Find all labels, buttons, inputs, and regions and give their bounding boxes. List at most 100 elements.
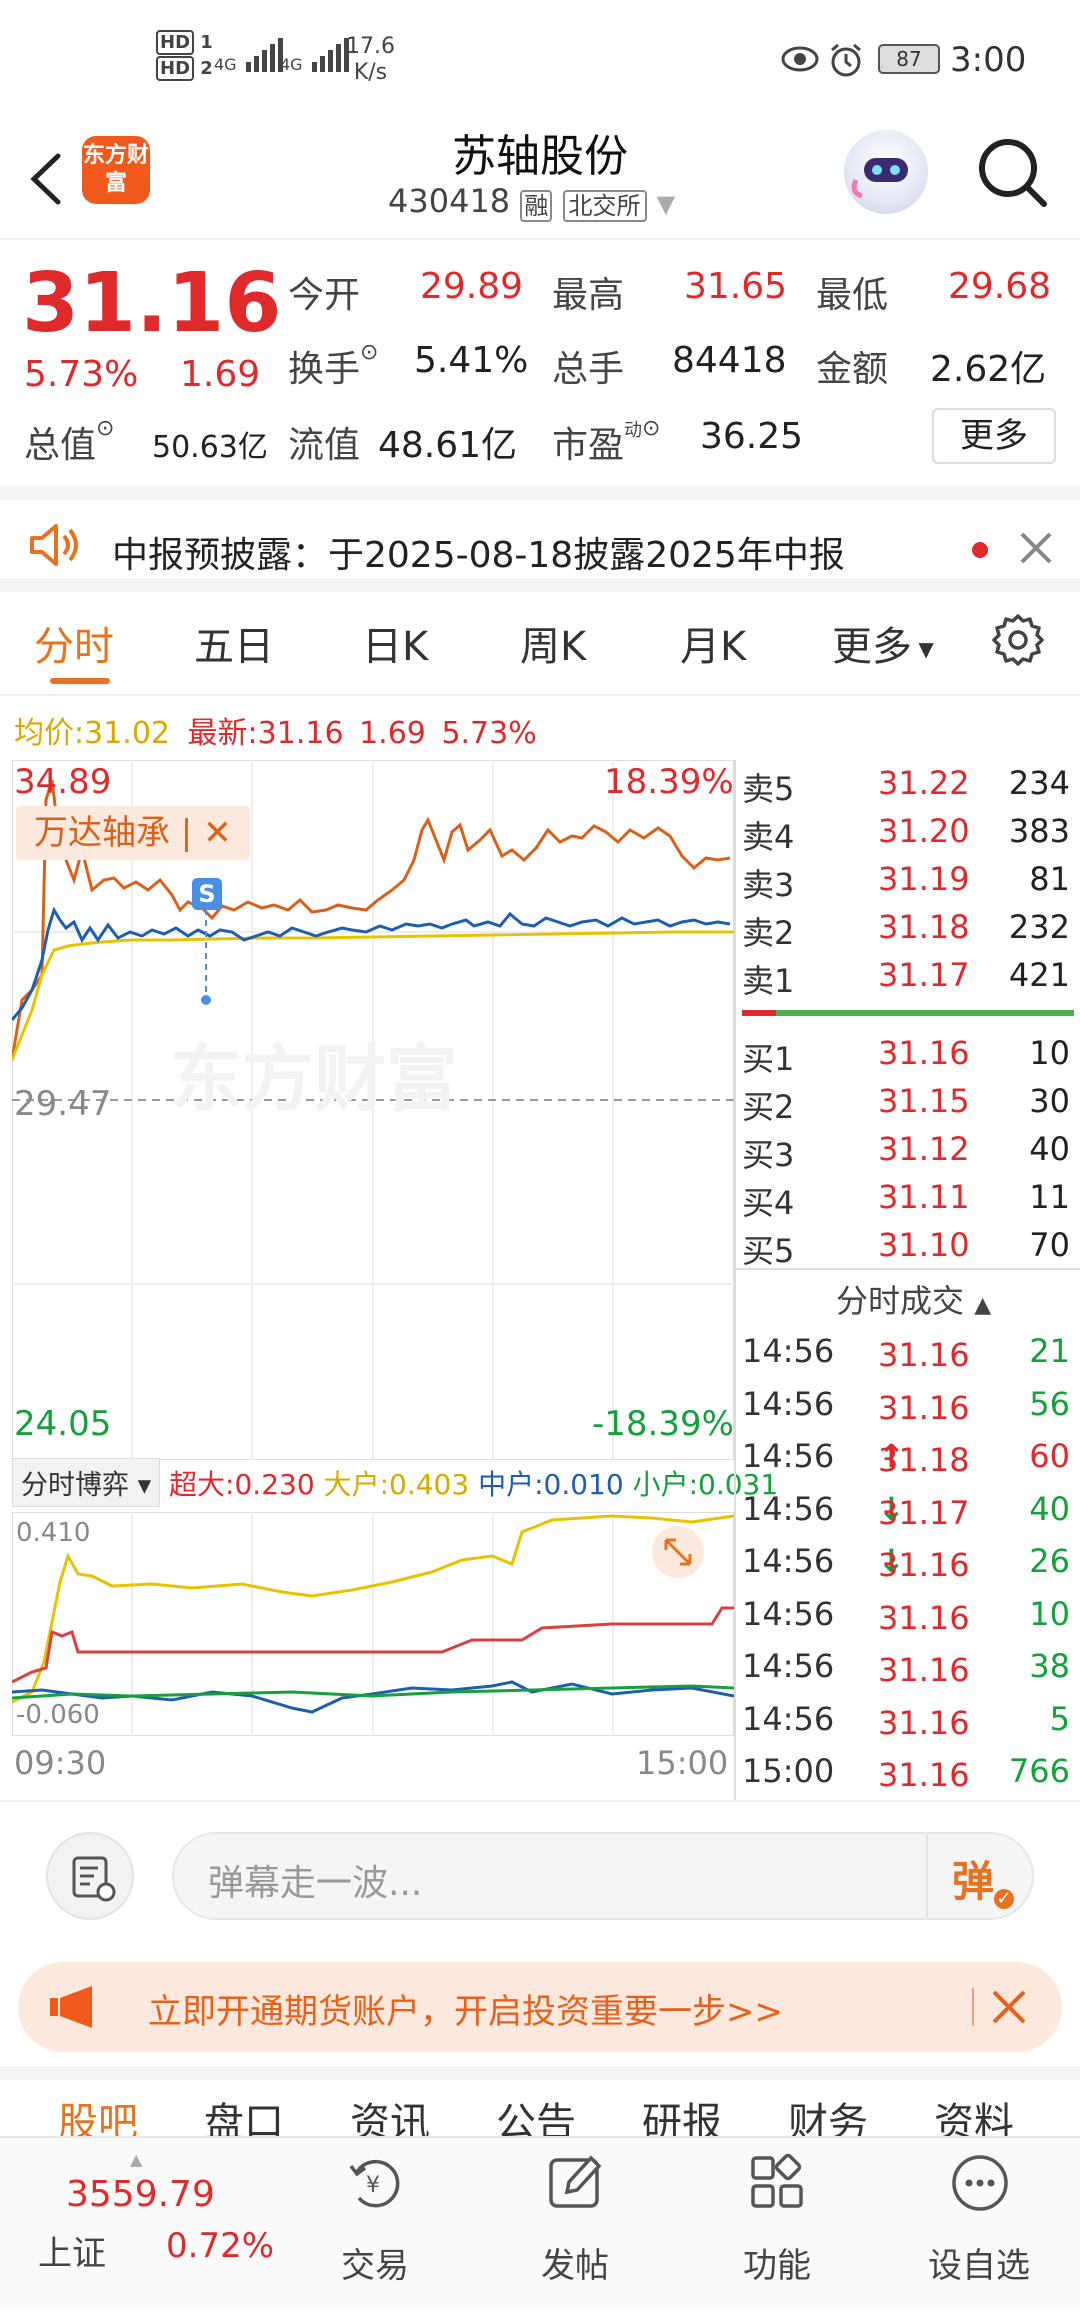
low-label: 最低: [816, 275, 889, 316]
change-pct: 5.73%: [24, 354, 139, 395]
danmu-placeholder: 弹幕走一波...: [208, 1863, 423, 1904]
trades-divider: [736, 1268, 1080, 1270]
pe-value: 36.25: [700, 416, 804, 457]
search-icon[interactable]: [972, 132, 1052, 216]
bid-row: 买4 31.11 11: [740, 1174, 1076, 1222]
back-icon[interactable]: [22, 144, 70, 214]
tab-weekly-k[interactable]: 周K: [520, 624, 587, 670]
ask-label: 卖5: [742, 770, 795, 808]
bid-volume: 70: [1029, 1226, 1070, 1264]
tab-daily-k[interactable]: 日K: [362, 624, 429, 670]
amount-label: 金额: [816, 349, 889, 390]
bid-price: 31.11: [878, 1178, 970, 1216]
indicator-chart[interactable]: [12, 1512, 734, 1736]
ask-label: 卖2: [742, 914, 795, 952]
promo-text[interactable]: 立即开通期货账户，开启投资重要一步>>: [148, 1992, 783, 2032]
stock-code: 430418: [388, 182, 511, 220]
time-end: 15:00: [636, 1744, 729, 1782]
indicator-selector[interactable]: 分时博弈 ▾: [12, 1458, 161, 1507]
signal-marker[interactable]: S: [192, 878, 222, 910]
caret-up-icon: ▲: [130, 2150, 143, 2169]
subtab-announcements[interactable]: 公告: [496, 2100, 576, 2136]
promo-banner[interactable]: 立即开通期货账户，开启投资重要一步>>: [18, 1962, 1062, 2052]
danmu-settings-icon[interactable]: [46, 1832, 134, 1920]
post-icon: [549, 2155, 602, 2208]
notice-text[interactable]: 中报预披露：于2025-08-18披露2025年中报: [112, 535, 845, 576]
danmu-input[interactable]: 弹幕走一波... 弹 ✓: [172, 1832, 1034, 1920]
ask-label: 卖3: [742, 866, 795, 904]
apps-icon: [751, 2153, 803, 2208]
subtab-research[interactable]: 研报: [642, 2100, 722, 2136]
bid-volume: 30: [1029, 1082, 1070, 1120]
trades-title[interactable]: 分时成交 ▲: [836, 1282, 992, 1320]
chart-info-row: 均价:31.02 最新:31.16 1.69 5.73%: [14, 716, 537, 751]
ask-label: 卖1: [742, 962, 795, 1000]
prev-close-label: 29.47: [14, 1084, 112, 1124]
nav-trade[interactable]: ¥ 交易: [300, 2138, 450, 2312]
settings-icon[interactable]: [990, 612, 1046, 672]
info-icon[interactable]: ⊙: [360, 340, 379, 365]
nav-apps[interactable]: 功能: [702, 2138, 852, 2312]
danmu-bar: 弹幕走一波... 弹 ✓: [0, 1800, 1080, 1940]
compare-tag[interactable]: 万达轴承 | ✕: [16, 806, 250, 860]
info-icon[interactable]: ⊙: [96, 416, 115, 441]
close-icon[interactable]: [1016, 528, 1056, 572]
speaker-icon: [26, 522, 80, 572]
promo-divider: [972, 1988, 974, 2026]
info-icon[interactable]: ⊙: [642, 416, 661, 441]
trade-volume: 26: [1029, 1542, 1070, 1580]
tab-five-day[interactable]: 五日: [194, 624, 274, 670]
close-icon[interactable]: ✕: [203, 813, 232, 853]
tab-intraday[interactable]: 分时: [34, 624, 114, 670]
tab-monthly-k[interactable]: 月K: [680, 624, 747, 670]
trade-arrow: ↓: [878, 1542, 905, 1580]
index-value: 3559.79: [66, 2174, 215, 2215]
amount-value: 2.62亿: [930, 349, 1047, 390]
trade-row: 14:56 31.17 ↓ 40: [740, 1486, 1076, 1538]
subtab-guba[interactable]: 股吧: [58, 2100, 138, 2136]
info-subtabs: 股吧 盘口 资讯 公告 研报 财务 资料: [0, 2066, 1080, 2136]
danmu-send-button[interactable]: 弹 ✓: [952, 1848, 1015, 1909]
tab-active-indicator: [50, 678, 110, 684]
bid-row: 买5 31.10 70: [740, 1222, 1076, 1270]
close-icon[interactable]: [988, 1986, 1030, 2032]
trade-row: 14:56 31.16 10: [742, 1594, 1070, 1637]
index-ticker[interactable]: ▲ 3559.79 上证 0.72%: [30, 2150, 280, 2290]
svg-text:¥: ¥: [366, 2173, 380, 2198]
trade-volume: 766: [1008, 1752, 1070, 1790]
nav-post[interactable]: 发帖: [500, 2138, 650, 2312]
bid-row: 买3 31.12 40: [740, 1126, 1076, 1174]
current-price: 31.16: [22, 256, 282, 351]
subtab-profile[interactable]: 资料: [934, 2100, 1014, 2136]
pe-label: 市盈动⊙: [552, 416, 661, 466]
ask-price: 31.17: [878, 956, 970, 994]
trade-volume: 60: [1029, 1437, 1070, 1475]
trade-time: 14:56: [742, 1489, 835, 1528]
tab-more[interactable]: 更多 ▼: [832, 624, 934, 670]
bid-price: 31.16: [878, 1034, 970, 1072]
index-pct: 0.72%: [166, 2226, 275, 2266]
notice-bar[interactable]: 中报预披露：于2025-08-18披露2025年中报: [0, 486, 1080, 592]
robot-assistant-icon[interactable]: [844, 130, 928, 214]
trade-row: 14:56 31.16 5: [742, 1699, 1070, 1742]
subtab-finance[interactable]: 财务: [788, 2100, 868, 2136]
ask-price: 31.22: [878, 764, 970, 802]
chart-watermark: 东方财富: [170, 1037, 459, 1121]
quote-panel: 31.16 5.73% 1.69 今开 29.89 最高 31.65 最低 29…: [0, 238, 1080, 486]
dropdown-icon[interactable]: ▼: [656, 190, 676, 218]
ask-price: 31.19: [878, 860, 970, 898]
subtab-pankou[interactable]: 盘口: [204, 2100, 284, 2136]
nav-watchlist[interactable]: 设自选: [904, 2138, 1054, 2312]
notice-dot: [972, 542, 988, 558]
signal-icon-2: 4G: [280, 34, 362, 74]
price-chart[interactable]: [12, 760, 734, 1460]
expand-icon[interactable]: [652, 1526, 704, 1578]
margin-badge: 融: [520, 189, 553, 222]
more-button[interactable]: 更多: [932, 408, 1056, 464]
change-amt: 1.69: [180, 354, 261, 395]
subtab-news[interactable]: 资讯: [350, 2100, 430, 2136]
trade-arrow: ↓: [878, 1489, 905, 1528]
trade-row: 14:56 31.18 ↑ 60: [740, 1433, 1076, 1485]
volume-label: 总手: [552, 349, 625, 390]
trade-row: 15:00 31.16 766: [742, 1752, 1070, 1794]
